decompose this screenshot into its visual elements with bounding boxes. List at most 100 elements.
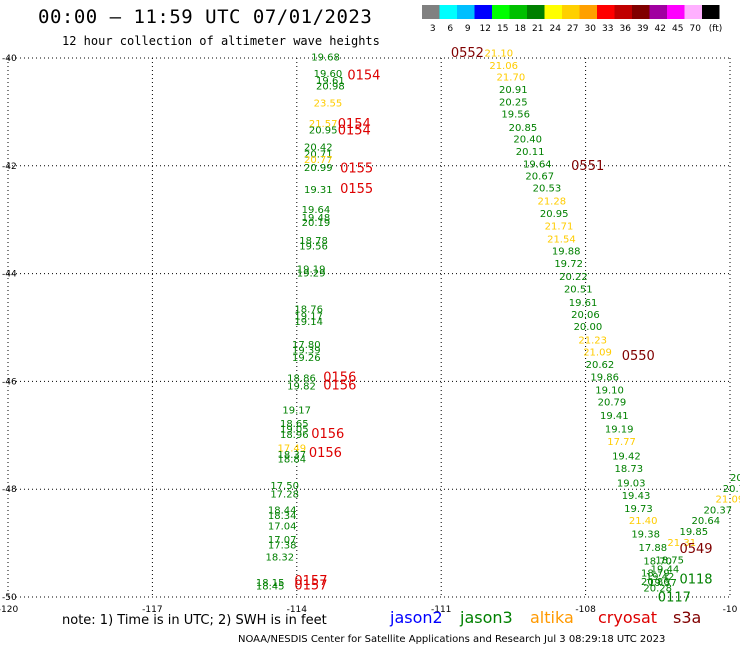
wave-height-label: 18.96 [280, 430, 309, 441]
pass-time-label: 0156 [309, 446, 342, 461]
wave-height-label: 19.68 [311, 53, 340, 64]
x-tick-label: -111 [431, 605, 451, 615]
wave-height-label: 19.03 [617, 479, 646, 490]
legend-swatch-6 [439, 5, 457, 19]
legend-swatch-3 [422, 5, 440, 19]
legend-swatch-36 [614, 5, 632, 19]
pass-time-label: 0157 [294, 574, 327, 589]
wave-height-label: 19.56 [501, 109, 530, 120]
wave-height-label: 17.49 [278, 443, 307, 454]
legend-unit-label: (ft) [709, 24, 723, 34]
wave-height-label: 18.44 [268, 505, 297, 516]
wave-height-label: 21.40 [629, 516, 658, 527]
wave-height-label: 18.45 [256, 581, 285, 592]
wave-height-label: 19.42 [612, 452, 641, 463]
legend-swatch-9 [457, 5, 475, 19]
wave-height-label: 19.56 [299, 241, 328, 252]
wave-height-label: 18.37 [278, 450, 307, 461]
wave-height-label: 21.31 [667, 538, 696, 549]
legend-bin-label: 39 [637, 24, 649, 34]
wave-height-label: 20.37 [704, 505, 733, 516]
wave-height-label: 19.38 [631, 530, 660, 541]
legend-bin-label: 21 [532, 24, 543, 34]
wave-height-label: 20.22 [559, 272, 588, 283]
legend-bin-label: 9 [465, 24, 471, 34]
wave-height-label: 19.64 [523, 159, 552, 170]
legend-bin-label: 24 [550, 24, 562, 34]
legend-swatch-45 [667, 5, 685, 19]
pass-time-label: 0552 [451, 46, 484, 61]
legend-swatch-24 [544, 5, 562, 19]
satellite-legend-jason2: jason2 [390, 608, 443, 627]
wave-height-label: 18.70 [643, 557, 672, 568]
pass-time-label: 0118 [679, 573, 712, 588]
x-tick-label: -114 [287, 605, 308, 615]
wave-height-label: 19.64 [302, 205, 331, 216]
wave-height-label: 18.73 [614, 464, 643, 475]
chart-title: 00:00 – 11:59 UTC 07/01/2023 [38, 6, 373, 28]
wave-height-label: 19.88 [552, 247, 581, 258]
x-tick-label: -120 [0, 605, 18, 615]
legend-swatch-27 [562, 5, 580, 19]
x-tick-label: -10 [723, 605, 738, 615]
pass-time-label: 0156 [311, 427, 344, 442]
footer-note: note: 1) Time is in UTC; 2) SWH is in fe… [62, 613, 327, 628]
wave-height-label: 20.64 [691, 516, 720, 527]
wave-height-label: 20.62 [586, 360, 615, 371]
legend-swatch-30 [579, 5, 597, 19]
legend-bin-label: 3 [430, 24, 436, 34]
wave-height-label: 20.19 [302, 218, 331, 229]
wave-height-label: 18.78 [299, 236, 328, 247]
wave-height-label: 18.15 [256, 578, 285, 589]
legend-bin-label: 30 [585, 24, 597, 34]
wave-height-label: 19.05 [280, 425, 309, 436]
wave-height-label: 20.99 [304, 163, 333, 174]
legend-swatch-33 [597, 5, 615, 19]
wave-height-label: 17.80 [292, 340, 321, 351]
wave-height-label: 18.79 [641, 569, 670, 580]
pass-time-label: 0551 [571, 159, 604, 174]
legend-swatch-max [702, 5, 720, 19]
legend-bin-label: 36 [620, 24, 632, 34]
wave-height-label: 19.41 [600, 411, 629, 422]
y-tick-label: -42 [2, 162, 17, 172]
wave-height-label: 18.34 [268, 511, 297, 522]
wave-height-label: 19.26 [292, 353, 321, 364]
legend-bin-label: 12 [480, 24, 491, 34]
wave-height-label: 20.40 [513, 135, 542, 146]
wave-height-label: 19.86 [590, 372, 619, 383]
legend-swatch-18 [509, 5, 527, 19]
wave-height-label: 20.67 [525, 171, 554, 182]
pass-time-label: 0550 [622, 349, 655, 364]
x-tick-label: -117 [142, 605, 162, 615]
wave-height-label: 19.73 [624, 504, 653, 515]
wave-height-color-scale: 3 6 9 12 15 18 21 24 27 30 33 36 39 42 45 70 (ft) [422, 5, 723, 34]
pass-time-label: 0155 [340, 161, 373, 176]
satellite-legend-cryosat: cryosat [598, 608, 658, 627]
pass-time-label: 0154 [347, 69, 380, 84]
wave-height-label: 21.23 [578, 336, 607, 347]
satellite-legend-s3a: s3a [673, 608, 702, 627]
wave-height-label: 20.86 [641, 577, 670, 588]
wave-height-label: 19.14 [294, 317, 323, 328]
pass-time-label: 0117 [658, 590, 691, 605]
satellite-legend-jason3: jason3 [460, 608, 513, 627]
wave-height-label: 21.71 [545, 221, 574, 232]
pass-time-label: 0157 [294, 578, 327, 593]
legend-bin-label: 45 [672, 24, 683, 34]
wave-height-label: 21.06 [489, 61, 518, 72]
wave-height-label: 19.44 [651, 565, 680, 576]
wave-height-label: 20.11 [516, 147, 545, 158]
wave-height-label: 19.61 [316, 76, 345, 87]
wave-height-label: 18.84 [278, 454, 307, 465]
wave-height-label: 17.04 [268, 522, 297, 533]
y-tick-label: -48 [2, 485, 17, 495]
wave-height-label: 20.25 [499, 97, 528, 108]
wave-height-label: 21.09 [583, 348, 612, 359]
pass-time-label: 0155 [340, 182, 373, 197]
wave-height-label: 19.19 [297, 265, 326, 276]
wave-height-label: 20.00 [574, 322, 603, 333]
wave-height-label: 19.85 [679, 527, 708, 538]
legend-swatch-70 [684, 5, 702, 19]
